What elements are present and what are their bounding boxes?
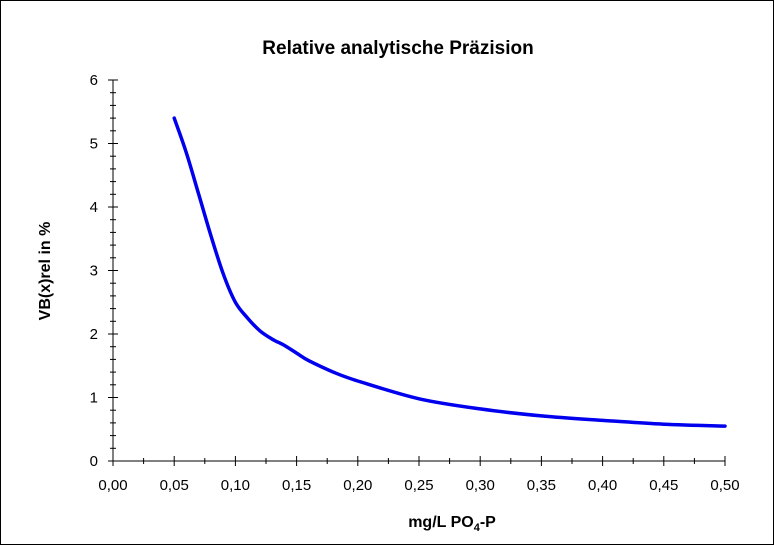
x-tick-label: 0,30 bbox=[466, 477, 495, 494]
series bbox=[172, 116, 727, 428]
x-axis-label-subscript: 4 bbox=[474, 522, 481, 534]
chart-title: Relative analytische Präzision bbox=[262, 38, 533, 59]
y-tick-label: 1 bbox=[90, 390, 98, 407]
x-tick-label: 0,15 bbox=[282, 477, 311, 494]
y-axis-label: VB(x)rel in % bbox=[37, 222, 54, 321]
x-tick-label: 0,20 bbox=[343, 477, 372, 494]
series-line bbox=[172, 116, 727, 428]
y-ticks: 0 1 2 3 4 5 6 bbox=[90, 72, 118, 470]
y-tick-label: 6 bbox=[90, 72, 98, 89]
x-tick-label: 0,05 bbox=[160, 477, 189, 494]
y-tick-label: 0 bbox=[90, 453, 98, 470]
axes bbox=[112, 80, 725, 462]
x-tick-label: 0,40 bbox=[588, 477, 617, 494]
y-tick-label: 4 bbox=[90, 199, 98, 216]
x-tick-label: 0,10 bbox=[221, 477, 250, 494]
x-axis-label-base: mg/L PO bbox=[408, 514, 474, 531]
x-tick-label: 0,25 bbox=[404, 477, 433, 494]
x-tick-label: 0,50 bbox=[710, 477, 739, 494]
y-tick-label: 5 bbox=[90, 136, 98, 153]
x-tick-label: 0,35 bbox=[527, 477, 556, 494]
y-tick-label: 2 bbox=[90, 326, 98, 343]
x-ticks: 0,00 0,05 0,10 0,15 0,20 0,25 0,30 0,35 0,40 0,45… bbox=[98, 456, 740, 494]
x-tick-label: 0,00 bbox=[98, 477, 127, 494]
x-tick-label: 0,45 bbox=[649, 477, 678, 494]
x-axis-label-tail: -P bbox=[480, 514, 496, 531]
y-tick-label: 3 bbox=[90, 263, 98, 280]
x-axis-label: mg/L PO4-P bbox=[408, 514, 496, 534]
